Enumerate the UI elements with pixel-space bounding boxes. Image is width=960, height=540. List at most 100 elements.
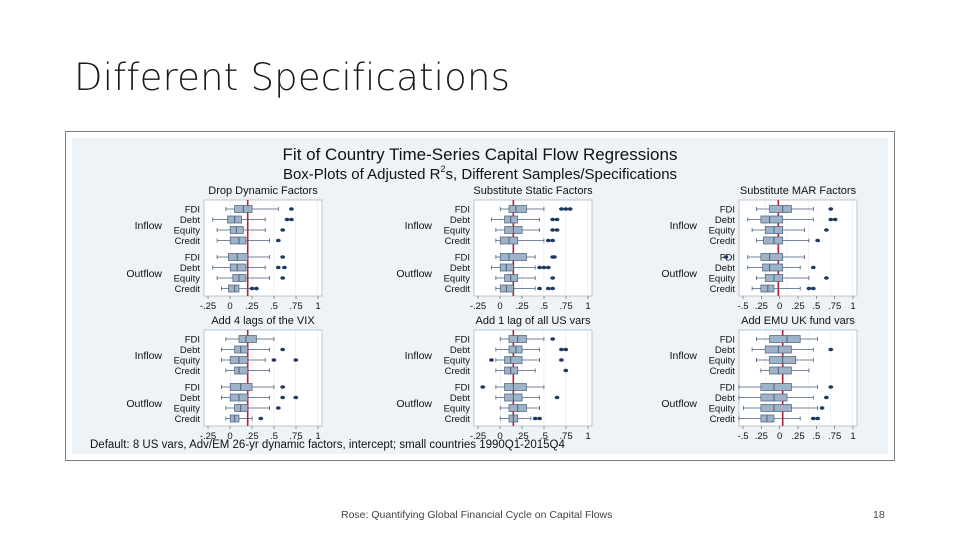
category-label: FDI — [455, 253, 470, 264]
x-tick-label: .5 — [270, 301, 278, 312]
x-tick-label: 0 — [497, 301, 502, 312]
category-label: Credit — [445, 236, 471, 247]
plot-area — [738, 199, 858, 297]
x-tick-label: 0 — [777, 431, 782, 442]
outlier-point — [550, 276, 556, 280]
outlier-point — [532, 416, 538, 421]
group-label: Outflow — [126, 268, 162, 280]
category-label: Equity — [444, 404, 471, 415]
category-label: FDI — [720, 335, 735, 346]
outlier-point — [289, 207, 294, 211]
slide-title: Different Specifications — [74, 56, 511, 99]
category-label: Credit — [175, 414, 201, 425]
box-plot-panel: Add 1 lag of all US varsFDIDebtEquityCre… — [396, 315, 593, 442]
category-label: FDI — [455, 205, 470, 216]
category-label: Debt — [450, 215, 470, 226]
outlier-point — [280, 255, 286, 259]
outlier-point — [832, 217, 838, 222]
outlier-point — [258, 416, 264, 421]
outlier-point — [254, 286, 259, 291]
group-label: Inflow — [405, 220, 433, 232]
outlier-point — [284, 217, 290, 222]
category-label: Equity — [174, 226, 201, 237]
outlier-point — [554, 395, 560, 400]
figure-subtitle: Box-Plots of Adjusted R2s, Different Sam… — [283, 164, 677, 183]
outlier-point — [275, 238, 281, 243]
category-label: Debt — [450, 263, 470, 274]
x-tick-label: .25 — [515, 431, 528, 442]
outlier-point — [824, 228, 829, 232]
x-tick-label: .25 — [245, 431, 258, 442]
iqr-box — [760, 253, 784, 261]
category-label: Credit — [445, 366, 471, 377]
category-label: Debt — [180, 215, 200, 226]
category-label: Debt — [715, 345, 735, 356]
iqr-box — [238, 335, 257, 343]
category-label: Equity — [709, 404, 736, 415]
category-label: Credit — [445, 284, 471, 295]
category-label: Debt — [450, 393, 470, 404]
panel-title: Add 4 lags of the VIX — [211, 315, 315, 327]
iqr-box — [769, 366, 792, 375]
outlier-point — [563, 347, 569, 352]
x-tick-label: -.25 — [200, 301, 216, 312]
iqr-box — [769, 205, 792, 213]
outlier-point — [810, 286, 816, 291]
page-number: 18 — [873, 509, 885, 521]
iqr-box — [760, 383, 792, 391]
category-label: Debt — [180, 393, 200, 404]
outlier-point — [293, 395, 299, 400]
outlier-point — [806, 286, 812, 291]
category-label: Equity — [444, 226, 471, 237]
x-tick-label: -.25 — [470, 301, 486, 312]
group-label: Outflow — [661, 398, 697, 410]
figure-note: Default: 8 US vars, Adv/EM 26-yr dynamic… — [90, 439, 566, 451]
category-label: FDI — [185, 205, 200, 216]
panel-title: Substitute MAR Factors — [740, 185, 857, 197]
figure-frame: Fit of Country Time-Series Capital Flow … — [65, 131, 895, 461]
iqr-box — [499, 253, 527, 261]
outlier-point — [293, 358, 299, 362]
outlier-point — [550, 337, 556, 341]
category-label: FDI — [455, 335, 470, 346]
category-label: FDI — [720, 205, 735, 216]
outlier-point — [280, 228, 286, 232]
category-label: Credit — [175, 236, 201, 247]
category-label: Equity — [444, 356, 471, 367]
category-label: Debt — [450, 345, 470, 356]
iqr-box — [228, 284, 240, 293]
outlier-point — [810, 265, 816, 270]
x-tick-label: .75 — [559, 301, 572, 312]
x-tick-label: 0 — [497, 431, 502, 442]
box-plot-panel: Substitute Static FactorsFDIDebtEquityCr… — [396, 185, 593, 312]
outlier-point — [271, 358, 277, 362]
group-label: Inflow — [405, 350, 433, 362]
outlier-point — [249, 286, 255, 291]
x-tick-label: .25 — [755, 301, 768, 312]
x-tick-label: 1 — [315, 431, 320, 442]
outlier-point — [559, 207, 564, 211]
outlier-point — [537, 265, 542, 270]
box-plot-panel: Add EMU UK fund varsFDIDebtEquityCreditF… — [661, 315, 858, 442]
category-label: Equity — [709, 356, 736, 367]
panel-title: Substitute Static Factors — [473, 185, 593, 197]
slide-footer: Rose: Quantifying Global Financial Cycle… — [341, 509, 613, 521]
plot-area — [203, 199, 323, 297]
iqr-box — [229, 236, 247, 245]
outlier-point — [275, 406, 281, 410]
outlier-point — [824, 395, 829, 400]
x-tick-label: .75 — [289, 431, 302, 442]
category-label: Credit — [710, 414, 736, 425]
iqr-box — [234, 366, 249, 375]
outlier-point — [550, 238, 556, 243]
outlier-point — [828, 385, 834, 389]
outlier-point — [545, 238, 551, 243]
category-label: FDI — [720, 383, 735, 394]
x-tick-label: 1 — [315, 301, 320, 312]
box-plot-figure: Fit of Country Time-Series Capital Flow … — [90, 145, 858, 451]
figure-background: Fit of Country Time-Series Capital Flow … — [72, 138, 888, 454]
x-tick-label: -.5 — [737, 301, 748, 312]
outlier-point — [810, 416, 816, 421]
outlier-point — [815, 238, 821, 243]
x-tick-label: -.5 — [737, 431, 748, 442]
